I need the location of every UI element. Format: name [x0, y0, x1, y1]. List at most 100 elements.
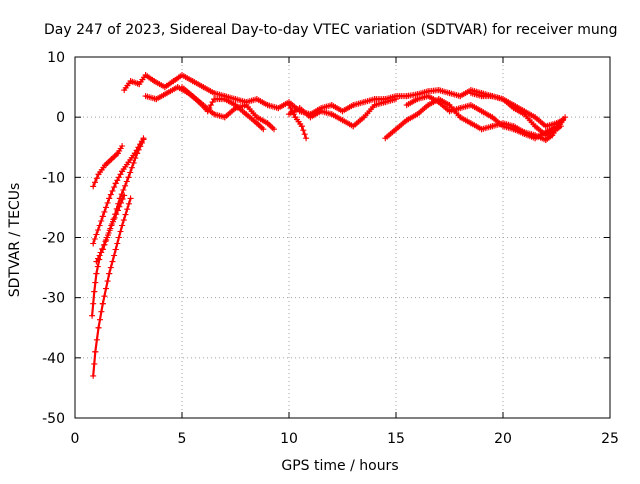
- data-point-marker: [107, 264, 114, 271]
- y-tick-label: -40: [42, 351, 65, 367]
- data-point-marker: [99, 300, 106, 307]
- data-point-marker: [127, 195, 134, 202]
- data-point-marker: [101, 293, 108, 300]
- series-trace-05: [93, 192, 128, 265]
- data-point-marker: [103, 236, 110, 243]
- axis-ticks: 0 5 10 15 20 25 -50 -40 -30 -20 -10 0 10: [42, 50, 619, 447]
- series-trace-04: [90, 195, 134, 379]
- data-point-marker: [125, 174, 132, 181]
- data-point-marker: [114, 207, 121, 214]
- data-point-marker: [91, 288, 98, 295]
- data-point-marker: [127, 169, 134, 176]
- data-point-marker: [122, 182, 129, 189]
- data-point-marker: [300, 127, 307, 134]
- data-point-marker: [122, 211, 129, 218]
- y-axis-label: SDTVAR / TECUs: [7, 183, 23, 298]
- data-point-marker: [119, 196, 126, 203]
- data-point-marker: [98, 218, 105, 224]
- data-point-marker: [303, 135, 310, 142]
- data-point-marker: [117, 228, 124, 235]
- data-point-marker: [125, 200, 132, 207]
- x-tick-label: 15: [387, 431, 405, 447]
- x-tick-label: 0: [71, 431, 80, 447]
- data-point-marker: [90, 300, 97, 307]
- data-point-marker: [93, 175, 100, 182]
- data-point-marker: [132, 155, 139, 162]
- data-point-marker: [120, 187, 127, 193]
- data-point-marker: [121, 192, 128, 199]
- y-tick-label: -50: [42, 411, 65, 427]
- data-point-marker: [94, 263, 101, 270]
- data-point-marker: [93, 231, 100, 238]
- data-point-marker: [97, 316, 103, 323]
- data-point-marker: [135, 146, 142, 153]
- data-point-marker: [301, 131, 308, 138]
- x-tick-label: 10: [280, 431, 298, 447]
- data-point-marker: [101, 208, 108, 215]
- data-point-marker: [106, 270, 113, 277]
- y-tick-label: -10: [42, 170, 65, 186]
- data-point-marker: [116, 203, 123, 210]
- data-point-marker: [95, 227, 101, 233]
- data-point-marker: [119, 143, 126, 149]
- data-point-marker: [96, 222, 103, 229]
- data-point-marker: [99, 213, 106, 220]
- data-point-marker: [140, 136, 147, 143]
- data-point-marker: [89, 312, 96, 319]
- data-point-marker: [112, 246, 119, 253]
- data-point-marker: [110, 218, 116, 225]
- data-point-marker: [118, 199, 124, 206]
- data-point-marker: [111, 252, 118, 259]
- x-tick-label: 25: [601, 431, 619, 447]
- y-tick-label: -30: [42, 291, 65, 307]
- data-point-marker: [101, 241, 108, 248]
- data-point-marker: [106, 195, 113, 202]
- data-point-marker: [119, 222, 126, 229]
- data-point-marker: [109, 187, 116, 194]
- data-point-marker: [114, 240, 121, 247]
- data-point-marker: [90, 183, 97, 190]
- y-tick-label: 0: [56, 110, 65, 126]
- series-trace: [180, 86, 276, 131]
- series-trace-10: [286, 96, 399, 130]
- data-point-marker: [106, 227, 113, 234]
- y-tick-label: 10: [47, 50, 65, 66]
- data-point-marker: [104, 278, 111, 285]
- data-point-marker: [109, 258, 116, 265]
- data-point-marker: [92, 348, 99, 355]
- data-point-marker: [128, 164, 135, 171]
- data-point-marker: [111, 184, 118, 191]
- data-point-marker: [93, 270, 100, 277]
- data-point-marker: [123, 178, 130, 185]
- data-point-marker: [111, 214, 118, 221]
- data-point-marker: [130, 159, 137, 166]
- x-axis-label: GPS time / hours: [281, 458, 398, 474]
- data-point-marker: [120, 217, 127, 224]
- data-point-marker: [105, 232, 111, 239]
- data-point-marker: [98, 308, 105, 315]
- data-point-marker: [124, 206, 131, 213]
- data-point-marker: [138, 139, 145, 146]
- data-point-marker: [260, 126, 267, 133]
- data-point-marker: [91, 236, 98, 242]
- series-trace-13: [467, 90, 564, 139]
- data-point-marker: [393, 96, 399, 103]
- chart-title: Day 247 of 2023, Sidereal Day-to-day VTE…: [44, 22, 618, 38]
- data-point-marker: [90, 372, 97, 379]
- data-point-marker: [91, 360, 98, 367]
- series-trace-09: [286, 102, 310, 142]
- data-point-marker: [287, 105, 294, 112]
- series-trace-08: [179, 84, 277, 133]
- data-point-marker: [557, 123, 564, 130]
- data-point-marker: [271, 126, 277, 133]
- data-point-marker: [115, 234, 122, 241]
- data-point-marker: [95, 324, 102, 331]
- data-point-marker: [113, 211, 120, 218]
- data-series: [89, 72, 569, 379]
- data-point-marker: [104, 199, 111, 206]
- data-point-marker: [99, 246, 106, 253]
- data-point-marker: [92, 279, 99, 286]
- data-point-marker: [103, 285, 109, 292]
